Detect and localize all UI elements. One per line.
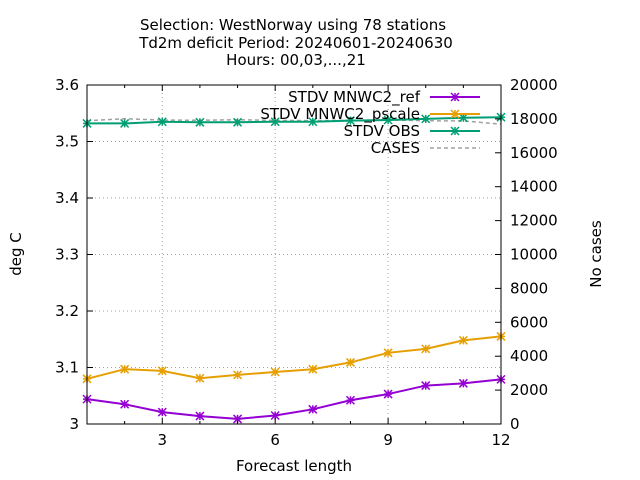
series-line-cases: [86, 117, 502, 125]
data-point-stdv-mnwc2-ref: [308, 404, 318, 414]
chart-title-line-2: Td2m deficit Period: 20240601-20240630: [138, 34, 453, 52]
data-point-stdv-mnwc2-ref: [120, 399, 130, 409]
legend-label-stdv-mnwc2-ref: STDV MNWC2_ref: [288, 88, 421, 107]
series-line-stdv-mnwc2-pscale: [86, 335, 502, 380]
legend-label-stdv-obs: STDV OBS: [344, 122, 420, 140]
chart-title-line-3: Hours: 00,03,...,21: [226, 51, 366, 69]
y-tick-label: 3.5: [55, 133, 79, 151]
data-point-stdv-obs: [157, 117, 167, 127]
legend-marker-stdv-mnwc2-ref: [450, 92, 460, 102]
data-point-stdv-mnwc2-pscale: [383, 348, 393, 358]
y2-tick-label: 14000: [510, 178, 558, 196]
x-tick-label: 9: [383, 431, 393, 449]
y2-axis-label: No cases: [587, 220, 605, 288]
y-tick-label: 3.1: [55, 359, 79, 377]
data-point-stdv-mnwc2-ref: [233, 414, 243, 424]
data-point-stdv-mnwc2-ref: [345, 395, 355, 405]
y2-tick-label: 16000: [510, 144, 558, 162]
data-point-stdv-mnwc2-ref: [458, 378, 468, 388]
data-point-stdv-mnwc2-pscale: [345, 357, 355, 367]
legend-label-stdv-mnwc2-pscale: STDV MNWC2_pscale: [260, 105, 420, 124]
data-point-stdv-obs: [270, 117, 280, 127]
x-tick-label: 12: [491, 431, 510, 449]
x-tick-label: 3: [157, 431, 167, 449]
y2-tick-label: 18000: [510, 110, 558, 128]
y-tick-label: 3.4: [55, 189, 79, 207]
data-point-stdv-obs: [233, 117, 243, 127]
legend-marker-stdv-mnwc2-pscale: [450, 109, 460, 119]
ticks: 3 6 9 12 3 3.1 3.2 3.3 3.4 3.5 3.6 0 2000 4000 6000 800…: [55, 76, 558, 449]
y2-tick-label: 4000: [510, 347, 548, 365]
y2-tick-label: 2000: [510, 381, 548, 399]
legend-marker-stdv-obs: [450, 126, 460, 136]
y-axis-label: deg C: [7, 232, 25, 276]
data-point-stdv-mnwc2-pscale: [157, 366, 167, 376]
series-group: [82, 112, 506, 424]
data-point-stdv-mnwc2-pscale: [458, 335, 468, 345]
data-point-stdv-mnwc2-pscale: [308, 364, 318, 374]
y-tick-label: 3.6: [55, 76, 79, 94]
data-point-stdv-obs: [383, 115, 393, 125]
data-point-stdv-mnwc2-ref: [195, 411, 205, 421]
chart-title-line-1: Selection: WestNorway using 78 stations: [140, 16, 446, 34]
data-point-stdv-mnwc2-ref: [383, 389, 393, 399]
data-point-stdv-obs: [458, 113, 468, 123]
y-tick-label: 3: [69, 415, 79, 433]
data-point-stdv-mnwc2-ref: [421, 381, 431, 391]
data-point-stdv-mnwc2-pscale: [233, 370, 243, 380]
data-point-stdv-mnwc2-pscale: [270, 367, 280, 377]
series-line-stdv-mnwc2-ref: [86, 378, 502, 420]
data-point-stdv-mnwc2-ref: [157, 407, 167, 417]
plot-frame: [86, 84, 502, 425]
x-axis-label: Forecast length: [236, 457, 352, 475]
y2-tick-label: 10000: [510, 246, 558, 264]
data-point-stdv-obs: [120, 118, 130, 128]
y2-tick-label: 6000: [510, 313, 548, 331]
x-tick-label: 6: [270, 431, 280, 449]
data-point-stdv-mnwc2-pscale: [421, 344, 431, 354]
y2-tick-label: 20000: [510, 76, 558, 94]
data-point-stdv-mnwc2-pscale: [120, 364, 130, 374]
legend-label-cases: CASES: [371, 139, 420, 157]
data-point-stdv-obs: [195, 117, 205, 127]
y-tick-label: 3.3: [55, 246, 79, 264]
data-point-stdv-obs: [345, 116, 355, 126]
series-line-stdv-obs: [87, 116, 502, 125]
y2-tick-label: 8000: [510, 279, 548, 297]
y2-tick-label: 12000: [510, 212, 558, 230]
y-tick-label: 3.2: [55, 302, 79, 320]
data-point-stdv-mnwc2-pscale: [195, 373, 205, 383]
grid: [87, 85, 501, 424]
data-point-stdv-obs: [308, 117, 318, 127]
data-point-stdv-obs: [421, 114, 431, 124]
y2-tick-label: 0: [510, 415, 520, 433]
